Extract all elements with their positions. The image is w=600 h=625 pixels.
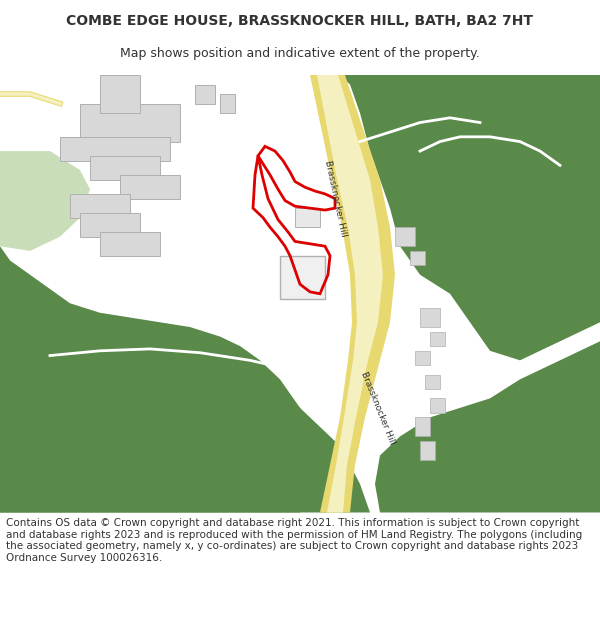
- Polygon shape: [60, 137, 170, 161]
- Polygon shape: [90, 156, 160, 179]
- Polygon shape: [220, 94, 235, 113]
- Text: Brassknocker Hill: Brassknocker Hill: [323, 159, 349, 238]
- Polygon shape: [100, 232, 160, 256]
- Polygon shape: [310, 75, 395, 512]
- Text: COMBE EDGE HOUSE, BRASSKNOCKER HILL, BATH, BA2 7HT: COMBE EDGE HOUSE, BRASSKNOCKER HILL, BAT…: [67, 14, 533, 28]
- Polygon shape: [0, 299, 370, 512]
- Polygon shape: [410, 251, 425, 265]
- Polygon shape: [120, 175, 180, 199]
- Polygon shape: [395, 227, 415, 246]
- Polygon shape: [80, 213, 140, 237]
- Polygon shape: [295, 208, 320, 227]
- Polygon shape: [420, 308, 440, 327]
- Polygon shape: [0, 246, 320, 512]
- Polygon shape: [430, 332, 445, 346]
- Polygon shape: [425, 374, 440, 389]
- Text: Map shows position and indicative extent of the property.: Map shows position and indicative extent…: [120, 48, 480, 61]
- Polygon shape: [317, 75, 383, 512]
- Polygon shape: [100, 75, 140, 113]
- Polygon shape: [415, 418, 430, 436]
- Text: Brassknocker Hill: Brassknocker Hill: [359, 370, 397, 446]
- Polygon shape: [195, 84, 215, 104]
- Polygon shape: [80, 104, 180, 142]
- Polygon shape: [280, 256, 325, 299]
- Polygon shape: [420, 441, 435, 460]
- Polygon shape: [70, 194, 130, 218]
- Polygon shape: [340, 75, 600, 361]
- Polygon shape: [390, 132, 600, 275]
- Polygon shape: [430, 398, 445, 412]
- Polygon shape: [375, 341, 600, 512]
- Polygon shape: [0, 151, 90, 251]
- Polygon shape: [415, 351, 430, 365]
- Text: Contains OS data © Crown copyright and database right 2021. This information is : Contains OS data © Crown copyright and d…: [6, 518, 582, 563]
